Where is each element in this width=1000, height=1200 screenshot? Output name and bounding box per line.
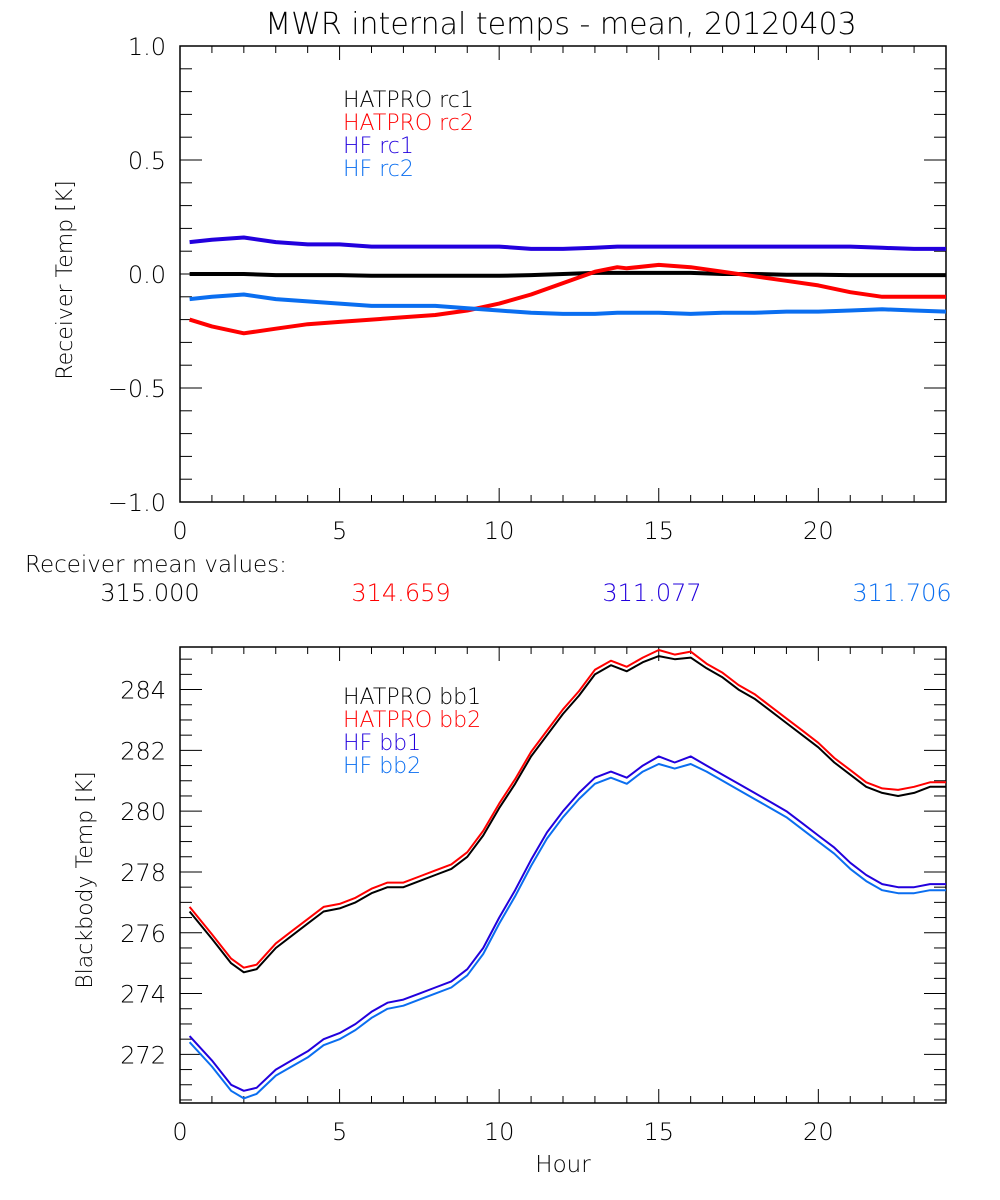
series-lines [188,649,946,1100]
y-axis-label: Receiver Temp [K] [53,180,78,379]
receiver-means: Receiver mean values: 315.000 314.659 31… [25,552,952,607]
x-axis-label: Hour [535,1152,591,1178]
series-lines [189,235,947,336]
x-tick-label: 15 [643,517,674,545]
x-tick-label: 15 [643,1118,674,1146]
x-tick-label: 5 [332,1118,347,1146]
legend-entry: HATPRO bb1 [343,685,481,710]
y-tick-label: 272 [120,1041,166,1069]
x-tick-label: 10 [484,1118,515,1146]
y-tick-label: 282 [120,737,166,765]
series-line-hatpro-bb1 [188,655,946,974]
series-line-hatpro-bb2 [188,649,946,969]
y-tick-label: 274 [120,981,166,1009]
y-tick-label: −0.5 [108,375,166,403]
receiver-temp-panel: 0 5 10 15 20 −1.0 −0.5 0.0 0.5 1.0 HATPRO rc1HATP… [53,33,947,545]
axis-ticks: 0 5 10 15 20 −1.0 −0.5 0.0 0.5 1.0 [108,33,947,545]
series-line-hf-bb2 [188,763,946,1100]
legend-entry: HF rc1 [343,134,414,159]
x-tick-label: 10 [484,517,515,545]
blackbody-temp-panel: 0 5 10 15 20 272 274 276 278 280 282 284 HATPRO bb1… [73,646,947,1178]
series-line-hatpro-rc2 [189,262,946,336]
legend-entry: HATPRO bb2 [343,708,481,733]
y-tick-label: 0.5 [128,147,166,175]
x-tick-label: 20 [803,1118,834,1146]
legend-entry: HF rc2 [343,157,414,182]
mean-hatpro-rc2: 314.659 [351,579,450,607]
y-tick-label: 0.0 [128,261,166,289]
legend-entry: HATPRO rc2 [343,111,474,136]
y-tick-label: 284 [120,677,166,705]
x-tick-label: 5 [332,517,347,545]
y-tick-label: 278 [120,859,166,887]
axis-ticks: 0 5 10 15 20 272 274 276 278 280 282 284 [120,647,947,1146]
y-tick-label: 1.0 [128,33,166,61]
y-tick-label: 276 [120,920,166,948]
receiver-means-label: Receiver mean values: [25,552,287,578]
x-tick-label: 0 [172,517,187,545]
series-line-hf-bb1 [188,755,946,1092]
chart-title: MWR internal temps - mean, 20120403 [265,7,856,42]
x-tick-label: 0 [172,1118,187,1146]
legend-entry: HATPRO rc1 [343,88,474,113]
series-line-hf-rc2 [189,292,947,316]
mean-hf-rc1: 311.077 [602,579,701,607]
mean-hatpro-rc1: 315.000 [100,579,199,607]
x-tick-label: 20 [803,517,834,545]
y-tick-label: 280 [120,798,166,826]
y-axis-label: Blackbody Temp [K] [73,771,98,988]
series-line-hatpro-rc1 [189,270,946,278]
y-tick-label: −1.0 [108,489,166,517]
series-line-hf-rc1 [189,235,946,251]
legend-entry: HF bb2 [343,754,421,779]
legend-entry: HF bb1 [343,731,421,756]
mean-hf-rc2: 311.706 [852,579,951,607]
